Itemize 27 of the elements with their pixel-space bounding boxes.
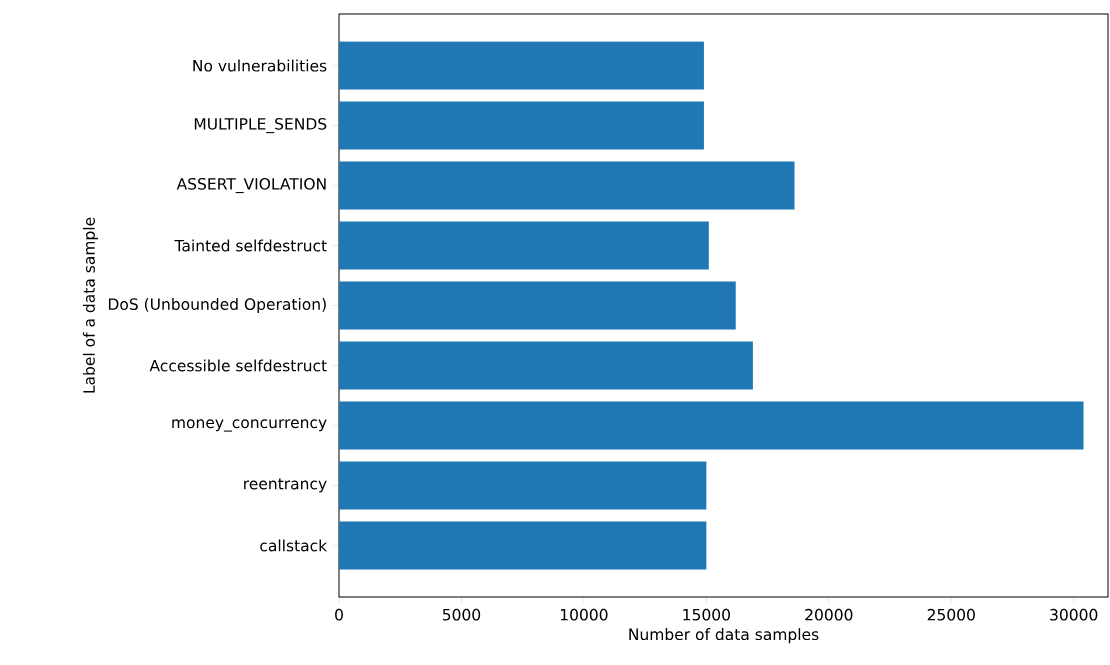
bar [339,521,707,570]
y-tick-label: Tainted selfdestruct [174,239,327,252]
x-tick-label: 5000 [442,608,481,621]
bar [339,41,704,90]
y-tick-label: reentrancy [244,478,327,493]
y-axis-title: Label of a data sample [82,217,98,393]
x-tick-label: 20000 [805,608,853,621]
bar [339,101,704,150]
y-tick-label: MULTIPLE_SENDS [194,117,327,134]
y-tick-label: ASSERT_VIOLATION [176,177,326,194]
y-tick-label: DoS (Unbounded Operation) [108,298,326,314]
y-tick-label: No vulnerabilities [193,59,327,72]
y-tick-label: Accessible selfdestruct [149,359,327,372]
x-tick-label: 30000 [1050,608,1098,621]
bar [339,341,753,390]
bar [339,401,1084,450]
y-tick-label: money_concurrency [172,419,327,432]
x-axis-title: Number of data samples [629,628,819,644]
x-tick-label: 25000 [927,608,975,621]
bar [339,161,795,210]
x-tick-label: 0 [335,608,343,621]
x-tick-label: 10000 [560,608,608,621]
y-tick-label: callstack [260,539,328,552]
bar [339,461,707,510]
bar [339,281,736,330]
bar [339,221,709,270]
x-tick-label: 15000 [683,608,730,621]
